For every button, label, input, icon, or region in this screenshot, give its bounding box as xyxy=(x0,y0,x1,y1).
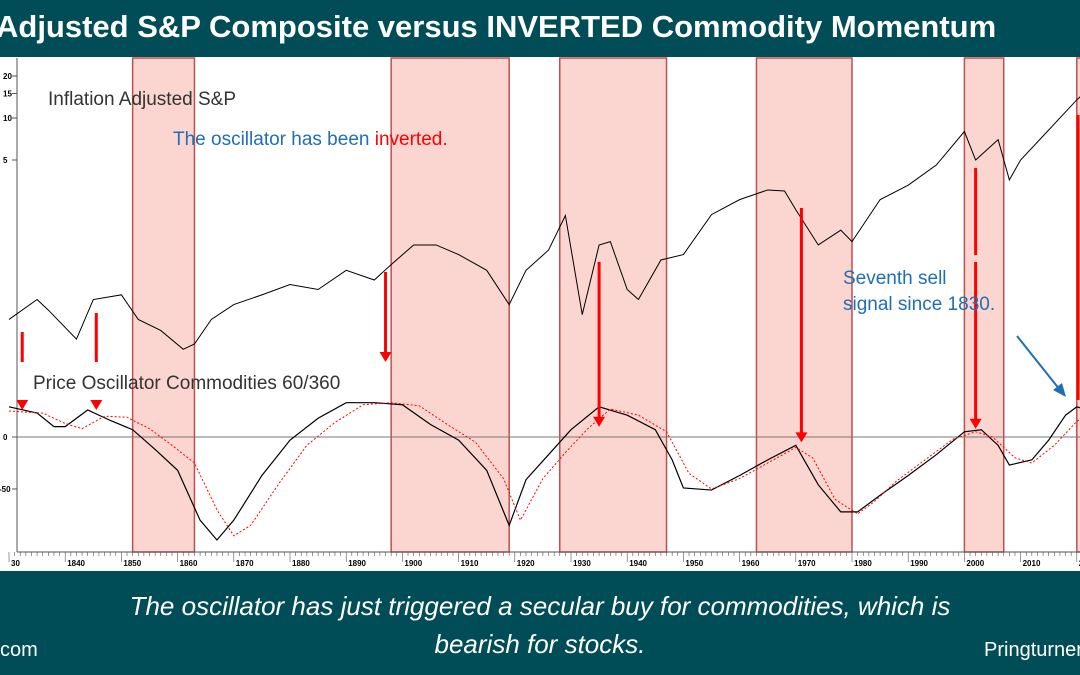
caption-line-2: bearish for stocks. xyxy=(434,629,646,659)
footer-right-text: Pringturner xyxy=(984,639,1080,661)
x-tick-label: 1840 xyxy=(67,559,85,568)
inverted-note: The oscillator has been inverted. xyxy=(173,129,448,150)
chart-area: 5 10 15 20 0 -50 30 1840 1850 1860 1870 1880 1890 190… xyxy=(0,57,1080,568)
x-tick-label: 1870 xyxy=(236,559,254,568)
sp-price-line xyxy=(8,96,1080,350)
footer-bar: The oscillator has just triggered a secu… xyxy=(0,571,1080,675)
price-panel-title: Inflation Adjusted S&P xyxy=(48,89,236,110)
x-tick-label: 1880 xyxy=(292,559,310,568)
shaded-period xyxy=(390,57,510,553)
x-tick-label: 1920 xyxy=(517,559,535,568)
y-tick-label: 20 xyxy=(3,72,12,81)
sell-arrow-head xyxy=(969,418,982,429)
x-tick-label: 2010 xyxy=(1023,559,1041,568)
annotation-arrow xyxy=(1016,335,1066,397)
y-tick-label: -50 xyxy=(0,485,11,494)
x-tick-label: 1940 xyxy=(629,559,647,568)
seventh-sell-line2: signal since 1830. xyxy=(843,294,995,315)
y-tick-label: 0 xyxy=(3,433,8,442)
shaded-period xyxy=(131,57,196,553)
y-tick-label: 15 xyxy=(3,89,12,98)
oscillator-line xyxy=(8,402,1080,541)
shaded-period xyxy=(755,57,853,553)
sell-triangle xyxy=(90,400,103,410)
sell-arrow-head xyxy=(379,352,392,362)
signal-line xyxy=(8,402,1080,537)
chart-title: Adjusted S&P Composite versus INVERTED C… xyxy=(0,9,997,44)
x-tick-label: 1900 xyxy=(404,559,422,568)
seventh-sell-line1: Seventh sell xyxy=(843,268,947,289)
inverted-note-prefix: The oscillator has been xyxy=(173,129,375,150)
sell-arrow-head xyxy=(593,416,606,427)
oscillator-panel-title: Price Oscillator Commodities 60/360 xyxy=(33,373,340,394)
x-tick-label: 20 xyxy=(1079,559,1080,568)
title-bar: Adjusted S&P Composite versus INVERTED C… xyxy=(0,0,1080,57)
x-tick-label: 1890 xyxy=(348,559,366,568)
x-tick-label: 1970 xyxy=(798,559,816,568)
y-tick-label: 10 xyxy=(3,114,12,123)
y-tick-label: 5 xyxy=(3,156,8,165)
caption-line-1: The oscillator has just triggered a secu… xyxy=(129,591,951,621)
x-tick-label: 1950 xyxy=(685,559,703,568)
shaded-period xyxy=(559,57,668,553)
footer-left-text: com xyxy=(0,639,38,661)
x-tick-label: 1960 xyxy=(742,559,760,568)
x-tick-label: 1910 xyxy=(461,559,479,568)
sell-triangle xyxy=(16,400,29,410)
sell-arrow-head xyxy=(795,432,808,443)
caption: The oscillator has just triggered a secu… xyxy=(0,587,1080,663)
x-tick-label: 1930 xyxy=(573,559,591,568)
x-tick-label: 1850 xyxy=(123,559,141,568)
x-tick-label: 30 xyxy=(11,559,20,568)
x-tick-label: 2000 xyxy=(966,559,984,568)
x-tick-label: 1860 xyxy=(180,559,198,568)
x-tick-label: 1980 xyxy=(854,559,872,568)
x-tick-label: 1990 xyxy=(910,559,928,568)
inverted-note-word: inverted. xyxy=(375,129,448,150)
